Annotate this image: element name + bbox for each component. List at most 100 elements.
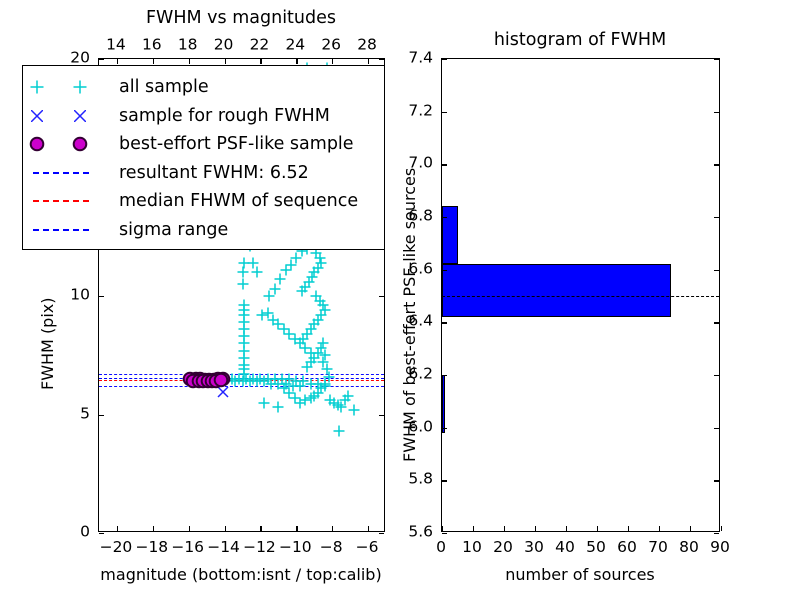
hist-y-tick-label: 5.6 [408, 522, 433, 541]
hist-y-tick [442, 427, 447, 429]
scatter-plot-ylabel: FWHM (pix) [38, 297, 57, 391]
y-tick-right [379, 533, 384, 535]
legend-label: resultant FWHM: 6.52 [119, 162, 309, 183]
x-tick-label-top: 24 [285, 35, 306, 54]
y-tick-right [379, 296, 384, 298]
x-tick-label-bottom: −20 [99, 538, 133, 556]
x-tick-label-bottom: −14 [207, 538, 240, 556]
x-tick-label-top: 14 [106, 35, 126, 54]
x-tick-label-bottom: −16 [171, 538, 205, 556]
hist-y-tick-right [714, 111, 719, 113]
scatter-point-plus [301, 361, 313, 373]
legend-row: resultant FWHM: 6.52 [23, 160, 384, 186]
legend-label: all sample [119, 77, 209, 97]
hist-y-tick-right [714, 375, 719, 377]
scatter-point-plus [323, 371, 335, 383]
histogram-median-line [442, 296, 719, 297]
y-tick-label-left: 20 [70, 48, 90, 67]
hist-y-tick-right [714, 164, 719, 166]
hist-y-tick-label: 6.4 [408, 311, 433, 330]
legend: all sample sample for rough FWHM best-effo… [22, 65, 385, 250]
hist-y-tick [442, 59, 447, 61]
y-tick-right [379, 59, 384, 61]
scatter-point-plus [280, 378, 292, 390]
hist-y-tick [442, 322, 447, 324]
scatter-point-plus [314, 252, 326, 264]
scatter-plot-xlabel: magnitude (bottom:isnt / top:calib) [100, 565, 382, 584]
dashdot-line-icon [33, 228, 89, 231]
y-tick-right [379, 414, 384, 416]
x-tick-bottom [188, 526, 190, 531]
scatter-point-plus [262, 307, 274, 319]
hist-x-tick-label: 0 [436, 538, 446, 556]
x-tick-top [260, 59, 262, 64]
hist-x-tick [597, 526, 599, 531]
cross-icon [73, 108, 87, 123]
legend-row: sigma range [23, 217, 384, 243]
hist-y-tick-right [714, 217, 719, 219]
scatter-point-plus [263, 290, 275, 302]
hist-y-tick-right [714, 59, 719, 61]
scatter-point-plus [258, 375, 270, 387]
scatter-point-plus [297, 333, 309, 345]
hist-y-tick [442, 217, 447, 219]
hist-y-tick-label: 6.2 [408, 364, 433, 383]
hist-y-tick [442, 375, 447, 377]
hist-y-tick-right [714, 533, 719, 535]
hist-y-tick-label: 7.4 [408, 48, 433, 67]
scatter-point-plus [299, 342, 311, 354]
histogram-bar [442, 206, 458, 265]
hist-x-tick-label: 50 [586, 538, 606, 556]
legend-label: sample for rough FWHM [119, 105, 330, 126]
scatter-point-plus [238, 257, 250, 269]
scatter-point-plus [272, 318, 284, 330]
plus-icon [73, 80, 87, 94]
histogram-bar [442, 375, 446, 433]
legend-symbol-dashed-line-icon [23, 162, 119, 184]
x-tick-label-top: 16 [141, 35, 162, 54]
legend-row: best-effort PSF-like sample [23, 131, 384, 157]
hist-x-tick [690, 526, 692, 531]
plus-icon [30, 80, 44, 94]
dashed-line-icon [33, 200, 89, 202]
y-tick-label-left: 0 [80, 522, 90, 541]
hist-x-tick-label: 10 [462, 538, 482, 556]
x-tick-top [296, 59, 298, 64]
scatter-point-plus [278, 382, 290, 394]
x-tick-bottom [368, 526, 370, 531]
x-tick-label-bottom: −8 [319, 538, 343, 556]
x-tick-top [224, 59, 226, 64]
scatter-point-plus [299, 394, 311, 406]
legend-symbol-dashed-line-icon [23, 190, 119, 212]
hist-y-tick-label: 7.0 [408, 153, 433, 172]
hist-x-tick [442, 526, 444, 531]
scatter-point-plus [283, 387, 295, 399]
histogram-plot-area [442, 59, 719, 531]
scatter-point-plus [237, 266, 248, 278]
scatter-point-plus [278, 323, 290, 335]
y-tick-label-left: 10 [70, 285, 90, 304]
scatter-point-plus [272, 401, 284, 413]
hist-x-tick [721, 526, 723, 531]
scatter-point-plus [319, 349, 331, 361]
x-tick-bottom [152, 526, 154, 531]
hist-x-tick-label: 30 [524, 538, 544, 556]
legend-row: median FHWM of sequence [23, 188, 384, 214]
y-tick-left [99, 296, 104, 298]
scatter-point-plus [317, 337, 329, 349]
hist-x-tick [535, 526, 537, 531]
y-tick-left [99, 59, 104, 61]
hist-x-tick-label: 90 [710, 538, 730, 556]
x-tick-top [116, 59, 119, 64]
x-tick-label-top: 28 [357, 35, 377, 54]
histogram-bar [442, 264, 672, 318]
histogram-xlabel: number of sources [505, 565, 655, 584]
scatter-point-cross [217, 386, 229, 398]
legend-symbol-dashdot-line-icon [23, 219, 119, 241]
x-tick-label-top: 26 [321, 35, 342, 54]
scatter-point-plus [296, 285, 308, 297]
x-tick-bottom [116, 526, 119, 531]
hist-y-tick-label: 6.8 [408, 206, 433, 225]
circle-icon [72, 136, 88, 152]
y-tick-left [99, 414, 104, 416]
